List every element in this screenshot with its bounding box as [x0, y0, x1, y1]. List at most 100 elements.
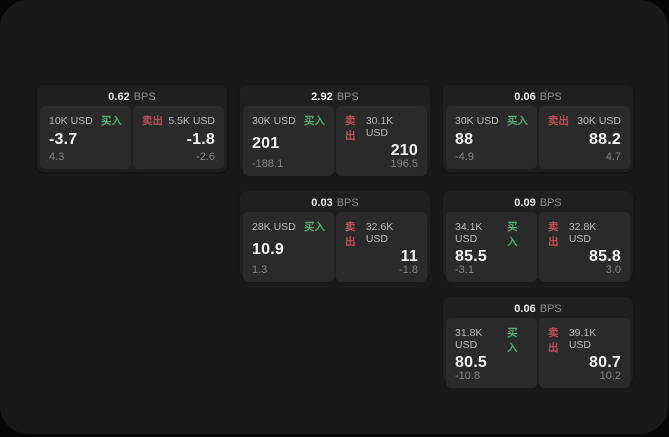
spread-header: 0.06 BPS — [446, 300, 630, 318]
buy-sub-value: -4.9 — [455, 151, 474, 163]
bps-value: 0.06 — [514, 303, 536, 315]
sell-side-label: 卖出 — [345, 115, 356, 142]
buy-tile-toprow: 28K USD 买入 — [252, 219, 325, 234]
spread-header: 0.62 BPS — [40, 88, 224, 106]
sell-size-label: 5.5K USD — [168, 115, 215, 127]
sell-price: -1.8 — [186, 131, 215, 148]
buy-sub-value: 4.3 — [49, 151, 65, 163]
buy-tile[interactable]: 31.8K USD 买入 80.5 -10.8 — [446, 318, 537, 388]
sell-size-label: 30K USD — [577, 115, 621, 127]
sell-size-label: 39.1K USD — [568, 327, 597, 351]
buy-tile[interactable]: 30K USD 买入 88 -4.9 — [446, 106, 537, 169]
buy-size-label: 28K USD — [252, 221, 296, 233]
sell-tile-toprow: 卖出 5.5K USD — [142, 113, 215, 128]
bps-value: 0.03 — [311, 197, 333, 209]
buy-tile[interactable]: 34.1K USD 买入 85.5 -3.1 — [446, 212, 537, 282]
buy-tile-toprow: 30K USD 买入 — [455, 113, 528, 128]
quote-cards-grid: 0.62 BPS 10K USD 买入 -3.7 4.3 卖出 5.5K USD… — [37, 85, 633, 388]
buy-price: 80.5 — [455, 354, 487, 371]
sell-tile[interactable]: 卖出 5.5K USD -1.8 -2.6 — [133, 106, 224, 169]
buy-tile-toprow: 31.8K USD 买入 — [455, 325, 528, 355]
sell-side-label: 卖出 — [345, 221, 356, 248]
sell-tile-toprow: 卖出 30.1K USD — [345, 113, 418, 143]
bps-value: 2.92 — [311, 91, 333, 103]
sell-tile-toprow: 卖出 32.8K USD — [548, 219, 621, 249]
sell-tile[interactable]: 卖出 32.8K USD 85.8 3.0 — [539, 212, 630, 282]
sell-side-label: 卖出 — [142, 115, 163, 127]
sell-tile[interactable]: 卖出 30K USD 88.2 4.7 — [539, 106, 630, 169]
buy-size-label: 31.8K USD — [455, 327, 483, 351]
buy-price: 85.5 — [455, 248, 487, 265]
card-body: 10K USD 买入 -3.7 4.3 卖出 5.5K USD -1.8 -2.… — [40, 106, 224, 169]
sell-sub-value: -2.6 — [196, 151, 215, 163]
sell-tile[interactable]: 卖出 39.1K USD 80.7 10.2 — [539, 318, 630, 388]
spread-header: 0.09 BPS — [446, 194, 630, 212]
bps-value: 0.09 — [514, 197, 536, 209]
quote-card: 0.09 BPS 34.1K USD 买入 85.5 -3.1 卖出 32.8K… — [443, 191, 633, 282]
bps-unit-label: BPS — [336, 91, 359, 103]
sell-side-label: 卖出 — [548, 221, 559, 248]
card-body: 30K USD 买入 88 -4.9 卖出 30K USD 88.2 4.7 — [446, 106, 630, 169]
quote-card: 0.62 BPS 10K USD 买入 -3.7 4.3 卖出 5.5K USD… — [37, 85, 227, 172]
sell-sub-value: 4.7 — [605, 151, 621, 163]
bps-unit-label: BPS — [539, 91, 562, 103]
buy-size-label: 34.1K USD — [455, 221, 483, 245]
quote-card: 0.06 BPS 30K USD 买入 88 -4.9 卖出 30K USD 8… — [443, 85, 633, 172]
card-body: 31.8K USD 买入 80.5 -10.8 卖出 39.1K USD 80.… — [446, 318, 630, 388]
bps-unit-label: BPS — [133, 91, 156, 103]
sell-sub-value: 10.2 — [599, 370, 621, 382]
buy-side-label: 买入 — [507, 327, 518, 354]
card-body: 28K USD 买入 10.9 1.3 卖出 32.6K USD 11 -1.8 — [243, 212, 427, 282]
buy-tile-toprow: 10K USD 买入 — [49, 113, 122, 128]
sell-tile-toprow: 卖出 32.6K USD — [345, 219, 418, 249]
sell-tile-toprow: 卖出 39.1K USD — [548, 325, 621, 355]
sell-size-label: 32.6K USD — [365, 221, 394, 245]
buy-tile[interactable]: 10K USD 买入 -3.7 4.3 — [40, 106, 131, 169]
buy-sub-value: -188.1 — [252, 158, 284, 170]
sell-price: 80.7 — [589, 354, 621, 371]
sell-price: 85.8 — [589, 248, 621, 265]
buy-size-label: 30K USD — [455, 115, 499, 127]
buy-tile[interactable]: 30K USD 买入 201 -188.1 — [243, 106, 334, 176]
bps-unit-label: BPS — [539, 303, 562, 315]
bps-value: 0.62 — [108, 91, 130, 103]
card-body: 30K USD 买入 201 -188.1 卖出 30.1K USD 210 1… — [243, 106, 427, 176]
sell-sub-value: 3.0 — [605, 264, 621, 276]
spread-header: 0.06 BPS — [446, 88, 630, 106]
buy-price: 10.9 — [252, 240, 284, 258]
buy-side-label: 买入 — [304, 115, 325, 127]
buy-price: 88 — [455, 131, 474, 148]
sell-side-label: 卖出 — [548, 327, 559, 354]
buy-tile[interactable]: 28K USD 买入 10.9 1.3 — [243, 212, 334, 282]
buy-size-label: 30K USD — [252, 115, 296, 127]
sell-tile[interactable]: 卖出 30.1K USD 210 196.5 — [336, 106, 427, 176]
buy-tile-toprow: 34.1K USD 买入 — [455, 219, 528, 249]
bps-unit-label: BPS — [539, 197, 562, 209]
sell-sub-value: -1.8 — [399, 264, 418, 276]
bps-unit-label: BPS — [336, 197, 359, 209]
sell-price: 88.2 — [589, 131, 621, 148]
buy-side-label: 买入 — [507, 221, 518, 248]
buy-price: 201 — [252, 134, 280, 152]
quote-card: 0.06 BPS 31.8K USD 买入 80.5 -10.8 卖出 39.1… — [443, 297, 633, 388]
buy-sub-value: -3.1 — [455, 264, 474, 276]
buy-side-label: 买入 — [304, 221, 325, 233]
buy-size-label: 10K USD — [49, 115, 93, 127]
spread-header: 0.03 BPS — [243, 194, 427, 212]
buy-price: -3.7 — [49, 131, 78, 148]
buy-sub-value: -10.8 — [455, 370, 481, 382]
sell-size-label: 32.8K USD — [568, 221, 597, 245]
sell-sub-value: 196.5 — [390, 158, 418, 170]
sell-tile[interactable]: 卖出 32.6K USD 11 -1.8 — [336, 212, 427, 282]
sell-price: 210 — [390, 142, 418, 159]
quote-card: 0.03 BPS 28K USD 买入 10.9 1.3 卖出 32.6K US… — [240, 191, 430, 282]
sell-price: 11 — [400, 248, 418, 265]
buy-sub-value: 1.3 — [252, 264, 268, 276]
sell-tile-toprow: 卖出 30K USD — [548, 113, 621, 128]
sell-size-label: 30.1K USD — [365, 115, 394, 139]
buy-side-label: 买入 — [507, 115, 528, 127]
buy-side-label: 买入 — [101, 115, 122, 127]
buy-tile-toprow: 30K USD 买入 — [252, 113, 325, 128]
quote-card: 2.92 BPS 30K USD 买入 201 -188.1 卖出 30.1K … — [240, 85, 430, 176]
